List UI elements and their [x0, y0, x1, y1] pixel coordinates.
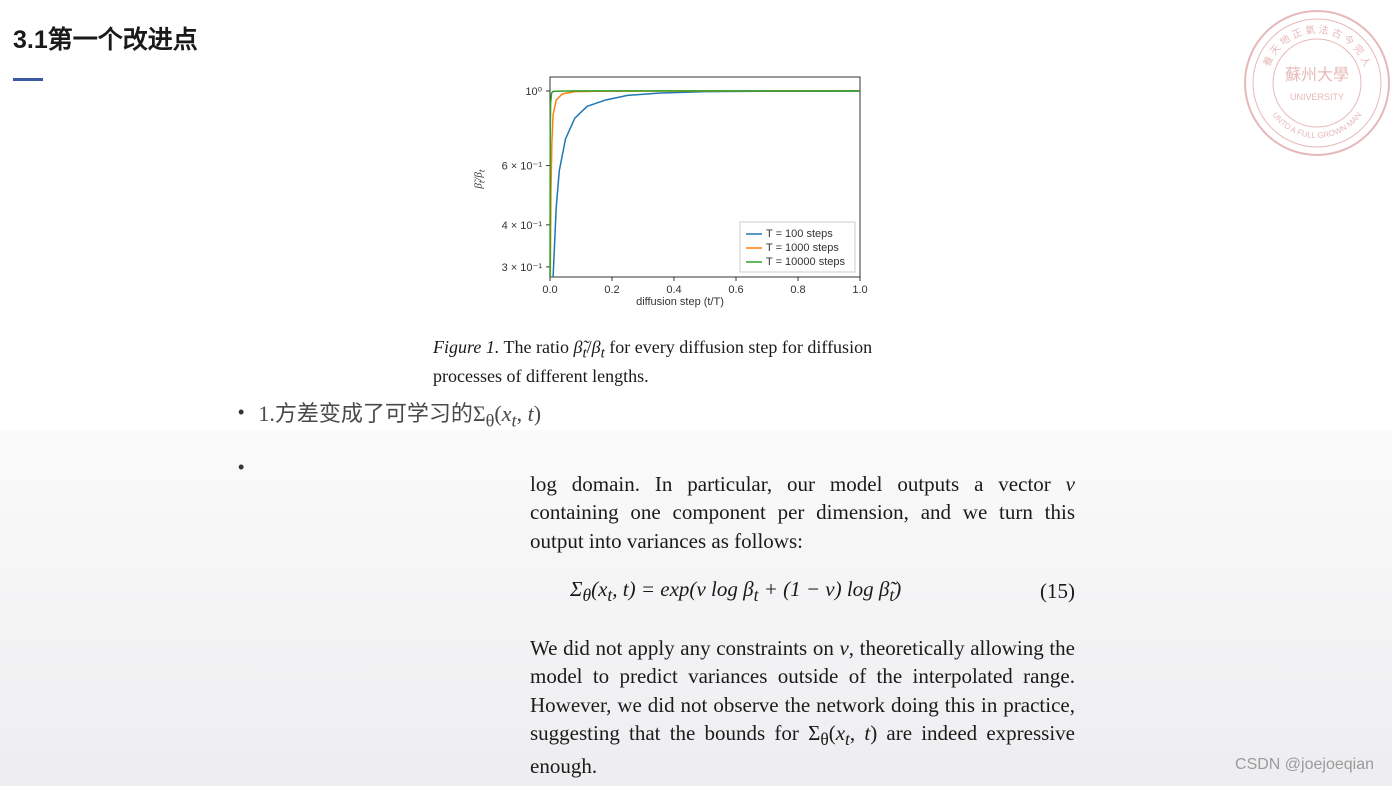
bullet-prefix: 1.方差变成了可学习的 — [258, 401, 473, 426]
figure-caption: Figure 1. The ratio β̃t/βt for every dif… — [433, 335, 913, 388]
svg-text:0.4: 0.4 — [666, 284, 681, 296]
svg-text:蘇州大學: 蘇州大學 — [1285, 66, 1349, 84]
svg-text:0.8: 0.8 — [790, 284, 805, 296]
bullet-text-1: 1.方差变成了可学习的Σθ(xt, t) — [258, 396, 541, 431]
paper-para-2: We did not apply any constraints on v, t… — [530, 634, 1075, 780]
header: 3.1第一个改进点 — [13, 20, 198, 81]
bullet-dot-icon: • — [238, 402, 244, 423]
p1a: log domain. In particular, our model out… — [530, 472, 1066, 496]
equation-body: Σθ(xt, t) = exp(v log βt + (1 − v) log β… — [570, 575, 901, 608]
svg-text:T = 100 steps: T = 100 steps — [766, 228, 833, 240]
university-seal: 養 天 地 正 氣 法 古 今 完 人 UNTO A FULL GROWN MA… — [1242, 8, 1392, 158]
equation-number: (15) — [1040, 577, 1075, 605]
svg-text:6 × 10⁻¹: 6 × 10⁻¹ — [502, 161, 543, 173]
svg-text:4 × 10⁻¹: 4 × 10⁻¹ — [502, 220, 543, 232]
p1b: containing one component per dimension, … — [530, 500, 1075, 552]
svg-text:UNTO A FULL GROWN MAN: UNTO A FULL GROWN MAN — [1271, 110, 1364, 140]
chart-xlabel: diffusion step (t/T) — [636, 296, 724, 308]
paper-excerpt: log domain. In particular, our model out… — [530, 470, 1075, 794]
bullet-list: • 1.方差变成了可学习的Σθ(xt, t) • — [238, 396, 541, 498]
svg-text:3 × 10⁻¹: 3 × 10⁻¹ — [502, 262, 543, 274]
ratio-chart: β̃t/βt 0.00.20.40.60.81.03 × 10⁻¹4 × 10⁻… — [480, 72, 880, 312]
paper-para-1: log domain. In particular, our model out… — [530, 470, 1075, 555]
caption-text-a: The ratio — [499, 337, 573, 357]
watermark: CSDN @joejoeqian — [1235, 756, 1374, 774]
svg-text:1.0: 1.0 — [852, 284, 867, 296]
svg-text:0.6: 0.6 — [728, 284, 743, 296]
p2a: We did not apply any constraints on — [530, 636, 839, 660]
chart-svg: 0.0 0.2 0.4 0.6 0.8 1.0 3 × 10⁻¹ 4 × 10⁻¹ 6 × 10… — [480, 72, 880, 312]
bullet-item-1: • 1.方差变成了可学习的Σθ(xt, t) — [238, 396, 541, 431]
bullet-item-2: • — [238, 451, 541, 478]
svg-text:0.0: 0.0 — [542, 284, 557, 296]
equation-15: Σθ(xt, t) = exp(v log βt + (1 − v) log β… — [570, 575, 1075, 608]
svg-text:0.2: 0.2 — [604, 284, 619, 296]
section-title: 3.1第一个改进点 — [13, 20, 198, 56]
svg-text:UNIVERSITY: UNIVERSITY — [1290, 92, 1344, 102]
figure-label: Figure 1. — [433, 337, 499, 357]
title-underline — [13, 78, 43, 81]
svg-text:10⁰: 10⁰ — [525, 86, 542, 98]
svg-text:T = 1000 steps: T = 1000 steps — [766, 242, 839, 254]
chart-ylabel: β̃t/βt — [472, 170, 486, 189]
svg-text:T = 10000 steps: T = 10000 steps — [766, 256, 845, 268]
bullet-dot-icon: • — [238, 457, 244, 478]
